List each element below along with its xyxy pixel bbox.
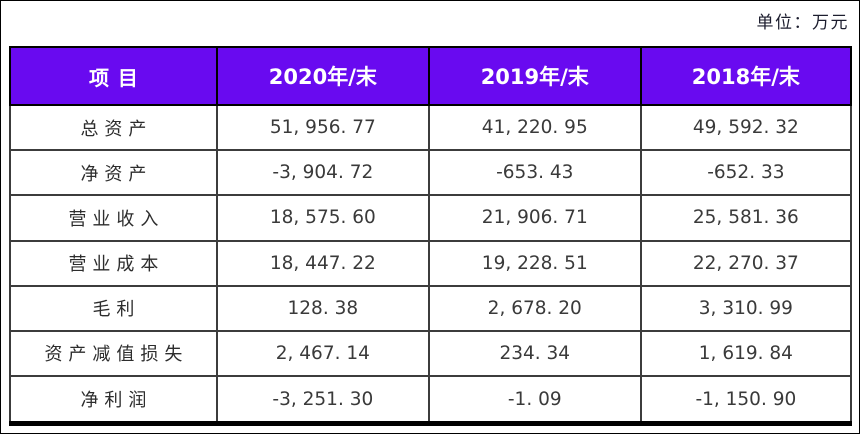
header-row: 项目 2020年/末 2019年/末 2018年/末: [9, 46, 853, 106]
value-cell: 41, 220. 95: [427, 103, 642, 152]
header-cell-2018: 2018年/末: [639, 46, 853, 106]
value-cell: 51, 956. 77: [215, 103, 430, 152]
table-row: 营业成本 18, 447. 22 19, 228. 51 22, 270. 37: [9, 239, 853, 287]
financial-table: 项目 2020年/末 2019年/末 2018年/末 总资产 51, 956. …: [9, 46, 853, 426]
unit-label: 单位：万元: [756, 13, 849, 33]
table-row: 毛利 128. 38 2, 678. 20 3, 310. 99: [9, 284, 853, 332]
value-cell: 18, 447. 22: [215, 239, 430, 287]
header-cell-item: 项目: [9, 46, 218, 106]
value-cell: 128. 38: [215, 284, 430, 332]
value-cell: 49, 592. 32: [639, 103, 853, 152]
value-cell: -3, 904. 72: [215, 149, 430, 197]
table-row: 净利润 -3, 251. 30 -1. 09 -1, 150. 90: [9, 375, 853, 425]
row-label-cell: 净利润: [9, 375, 218, 425]
row-label-cell: 净资产: [9, 149, 218, 197]
table-row: 总资产 51, 956. 77 41, 220. 95 49, 592. 32: [9, 103, 853, 152]
header-cell-2019: 2019年/末: [427, 46, 642, 106]
value-cell: -652. 33: [639, 149, 853, 197]
row-label-cell: 营业收入: [9, 194, 218, 242]
value-cell: -1. 09: [427, 375, 642, 425]
value-cell: 21, 906. 71: [427, 194, 642, 242]
value-cell: -1, 150. 90: [639, 375, 853, 425]
row-label-cell: 营业成本: [9, 239, 218, 287]
table-row: 净资产 -3, 904. 72 -653. 43 -652. 33: [9, 149, 853, 197]
table-row: 资产减值损失 2, 467. 14 234. 34 1, 619. 84: [9, 329, 853, 378]
value-cell: 18, 575. 60: [215, 194, 430, 242]
row-label-cell: 总资产: [9, 103, 218, 152]
row-label-cell: 毛利: [9, 284, 218, 332]
value-cell: 3, 310. 99: [639, 284, 853, 332]
value-cell: 1, 619. 84: [639, 329, 853, 378]
value-cell: -3, 251. 30: [215, 375, 430, 425]
header-cell-2020: 2020年/末: [215, 46, 430, 106]
value-cell: 25, 581. 36: [639, 194, 853, 242]
row-label-cell: 资产减值损失: [9, 329, 218, 378]
value-cell: 22, 270. 37: [639, 239, 853, 287]
value-cell: 2, 467. 14: [215, 329, 430, 378]
table-row: 营业收入 18, 575. 60 21, 906. 71 25, 581. 36: [9, 194, 853, 242]
value-cell: 2, 678. 20: [427, 284, 642, 332]
value-cell: 234. 34: [427, 329, 642, 378]
value-cell: 19, 228. 51: [427, 239, 642, 287]
value-cell: -653. 43: [427, 149, 642, 197]
